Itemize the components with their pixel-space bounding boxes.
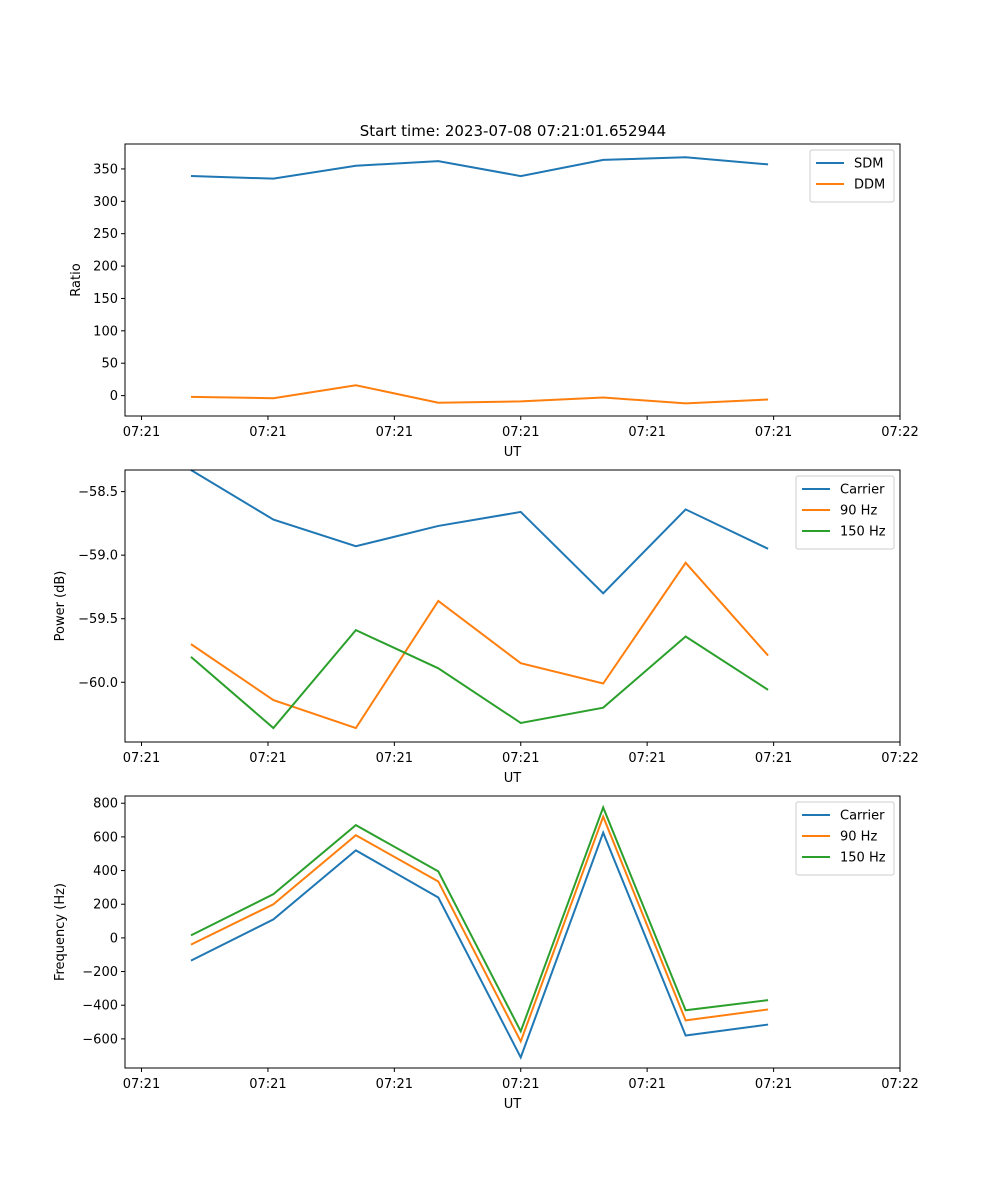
legend-entry-label: SDM	[854, 157, 883, 172]
figure-title: Start time: 2023-07-08 07:21:01.652944	[360, 122, 666, 140]
legend: Carrier 90 Hz 150 Hz	[795, 475, 895, 550]
legend-entry-label: 90 Hz	[840, 830, 877, 845]
x-tick-label: 07:21	[502, 751, 539, 766]
legend: Carrier 90 Hz 150 Hz	[795, 801, 895, 876]
y-tick-label: −59.5	[78, 612, 118, 627]
series-line-ddm	[190, 384, 769, 405]
y-tick-label: −600	[82, 1032, 118, 1047]
y-tick-label: 0	[110, 389, 118, 404]
x-tick-label: 07:22	[881, 425, 918, 440]
legend: SDM DDM	[809, 149, 895, 203]
x-tick-label: 07:21	[628, 751, 665, 766]
series-line-sdm	[190, 156, 769, 180]
legend-entry-label: Carrier	[840, 809, 885, 824]
legend-entry-label: 150 Hz	[840, 851, 886, 866]
x-tick-label: 07:21	[123, 425, 160, 440]
y-tick-label: 200	[93, 898, 118, 913]
y-tick-label: −200	[82, 965, 118, 980]
x-axis-label: UT	[504, 771, 522, 786]
y-tick-label: 200	[93, 260, 118, 275]
x-tick-label: 07:22	[881, 1077, 918, 1092]
legend-entry-label: DDM	[854, 178, 885, 193]
x-tick-label: 07:21	[123, 1077, 160, 1092]
y-tick-label: 300	[93, 195, 118, 210]
x-tick-label: 07:21	[249, 751, 286, 766]
x-tick-label: 07:21	[376, 425, 413, 440]
y-tick-label: 150	[93, 292, 118, 307]
y-axis-label: Frequency (Hz)	[53, 883, 68, 981]
y-axis-label: Ratio	[69, 263, 84, 296]
y-tick-label: 600	[93, 830, 118, 845]
axes-frame	[124, 795, 901, 1069]
y-tick-label: −59.0	[78, 549, 118, 564]
x-tick-label: 07:21	[123, 751, 160, 766]
x-tick-label: 07:21	[376, 1077, 413, 1092]
axes-frame	[124, 143, 901, 417]
x-tick-label: 07:21	[755, 425, 792, 440]
legend-entry-label: 150 Hz	[840, 525, 886, 540]
series-line-150-hz	[190, 628, 769, 730]
x-tick-label: 07:21	[755, 751, 792, 766]
y-tick-label: 350	[93, 162, 118, 177]
axes-frame	[124, 469, 901, 743]
chart-panel-2: 07:21 07:21 07:21 07:21 07:21 07:21 07:22 −60.0…	[53, 469, 919, 786]
y-tick-label: −400	[82, 999, 118, 1014]
x-axis-label: UT	[504, 445, 522, 460]
x-tick-label: 07:21	[755, 1077, 792, 1092]
legend-entry-label: Carrier	[840, 483, 885, 498]
chart-panel-1: 07:21 07:21 07:21 07:21 07:21 07:21 07:22 0 50 10…	[69, 143, 919, 460]
y-tick-label: −58.5	[78, 485, 118, 500]
y-axis-label: Power (dB)	[53, 571, 68, 642]
y-tick-label: −60.0	[78, 676, 118, 691]
chart-panels: 07:21 07:21 07:21 07:21 07:21 07:21 07:22 0 50 10…	[53, 143, 919, 1112]
series-line-carrier	[190, 829, 769, 1060]
x-axis-label: UT	[504, 1097, 522, 1112]
x-tick-label: 07:21	[628, 425, 665, 440]
x-tick-label: 07:21	[376, 751, 413, 766]
x-tick-label: 07:21	[502, 425, 539, 440]
chart-panel-3: 07:21 07:21 07:21 07:21 07:21 07:21 07:22 −600 −…	[53, 795, 919, 1112]
legend-entry-label: 90 Hz	[840, 504, 877, 519]
x-tick-label: 07:21	[502, 1077, 539, 1092]
y-tick-label: 100	[93, 324, 118, 339]
y-tick-label: 50	[101, 357, 118, 372]
series-line-90-hz	[190, 561, 769, 730]
x-tick-label: 07:21	[628, 1077, 665, 1092]
y-tick-label: 800	[93, 797, 118, 812]
y-tick-label: 0	[110, 931, 118, 946]
y-tick-label: 250	[93, 227, 118, 242]
x-tick-label: 07:22	[881, 751, 918, 766]
series-line-150-hz	[190, 804, 769, 1034]
y-tick-label: 400	[93, 864, 118, 879]
x-tick-label: 07:21	[249, 1077, 286, 1092]
x-tick-label: 07:21	[249, 425, 286, 440]
series-line-carrier	[190, 469, 769, 595]
series-line-90-hz	[190, 813, 769, 1044]
